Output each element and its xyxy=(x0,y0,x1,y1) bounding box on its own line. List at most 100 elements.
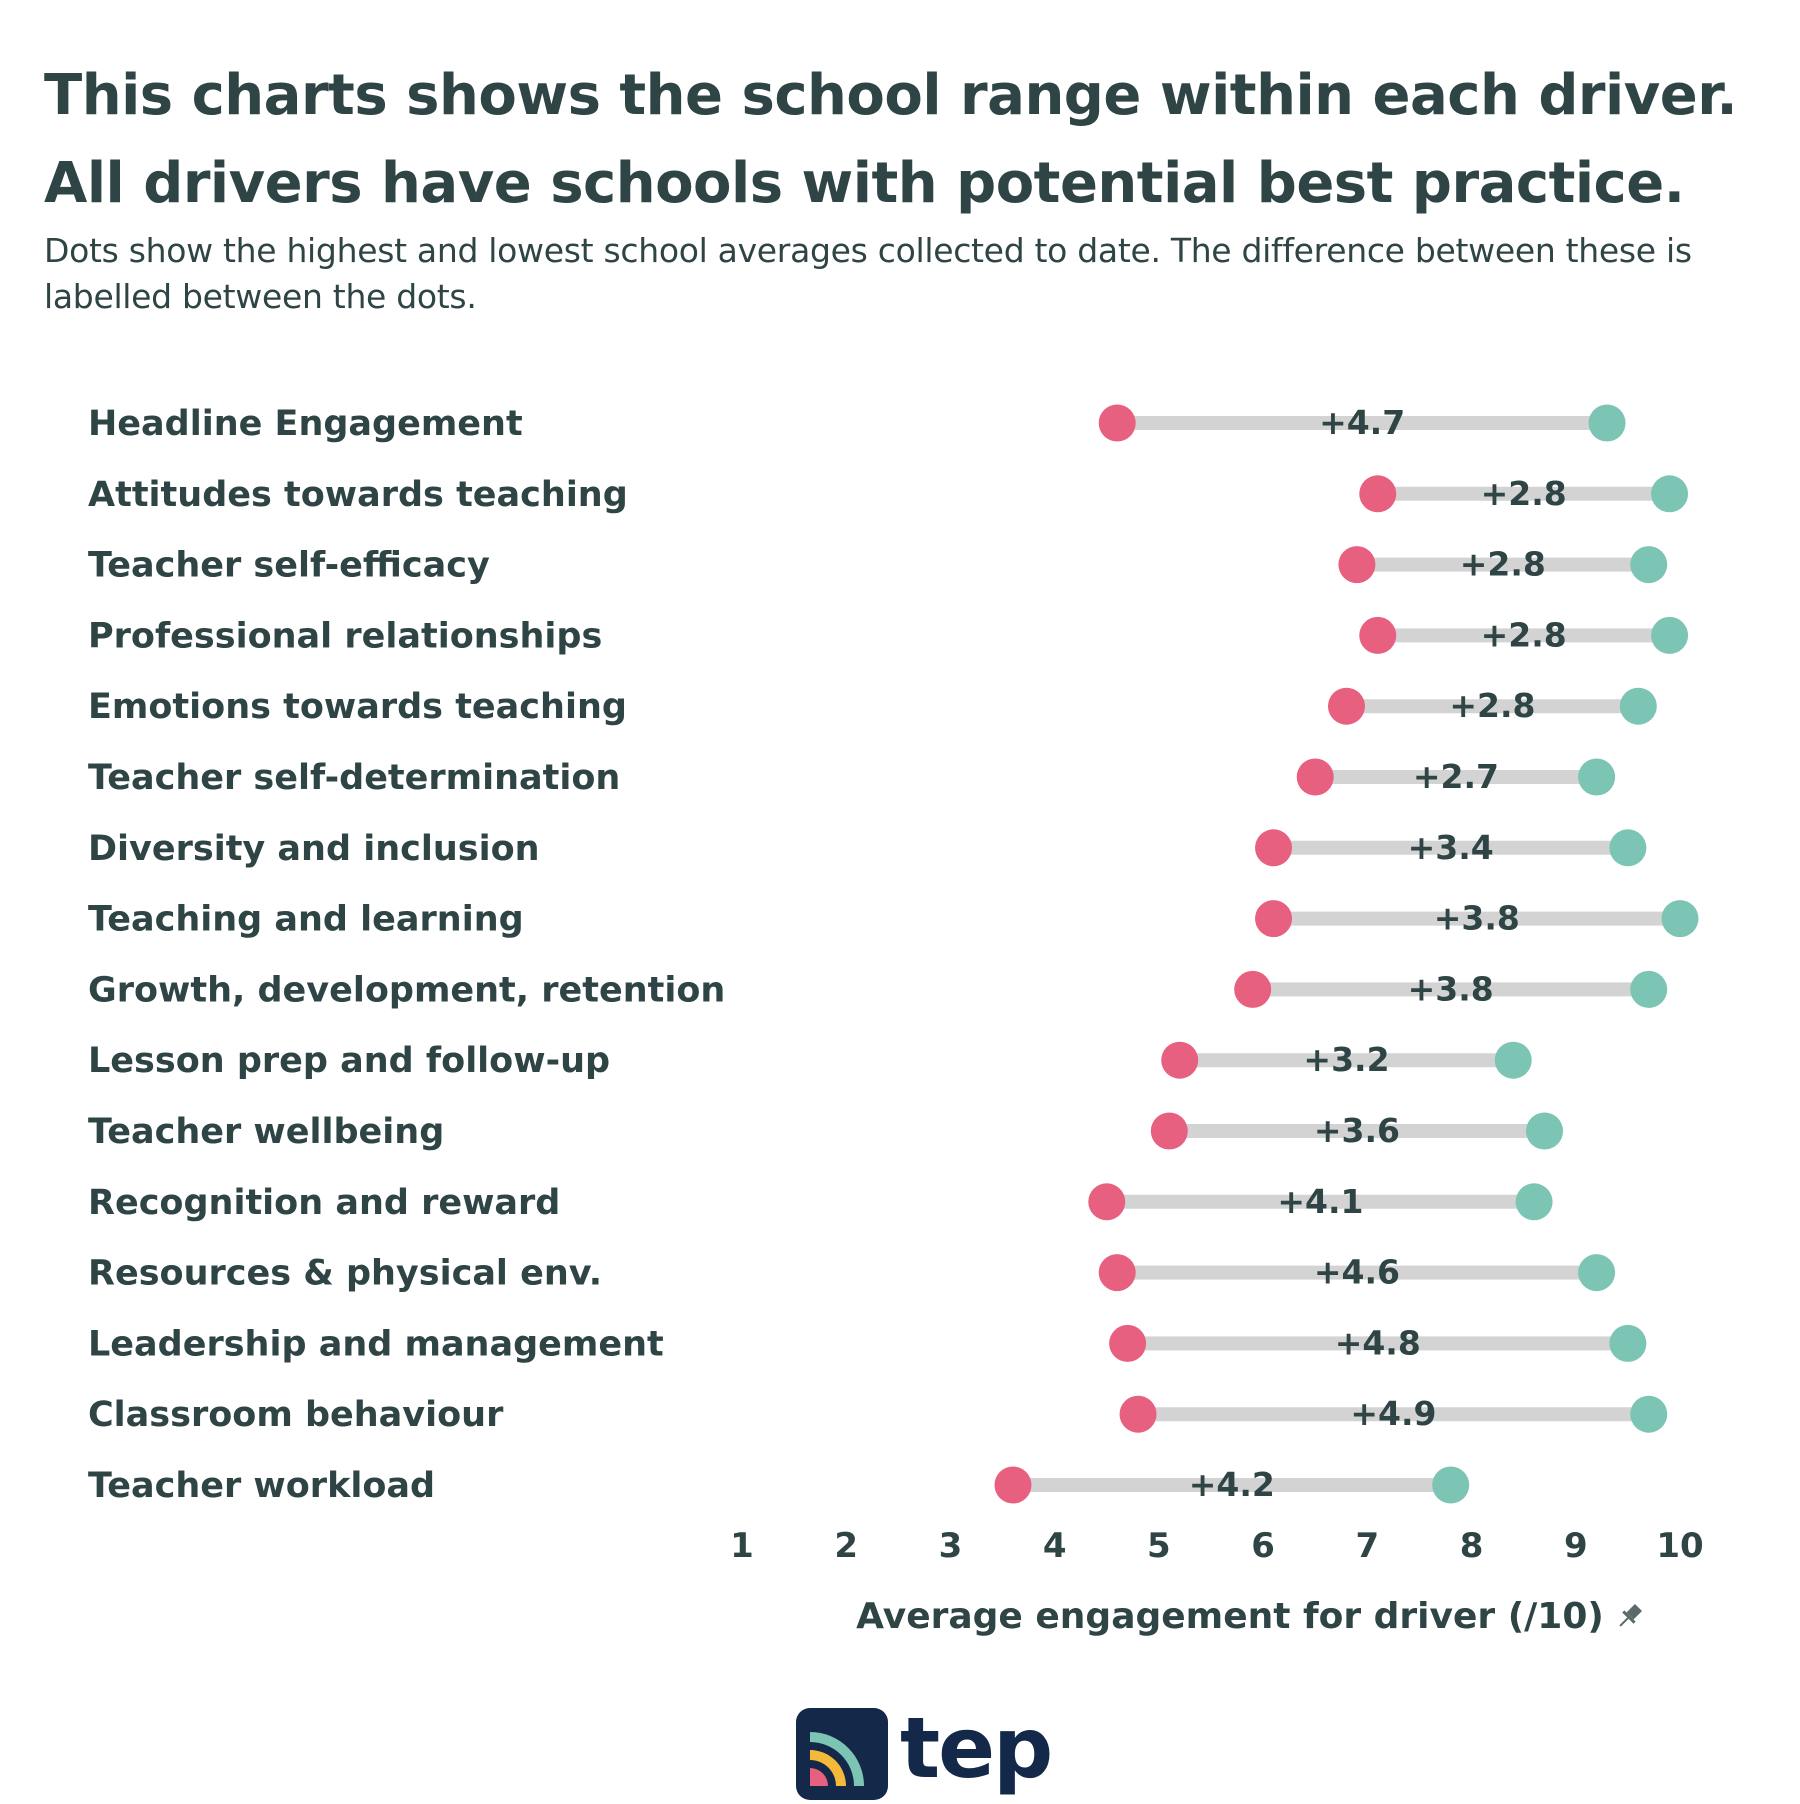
pin-head xyxy=(1626,1603,1643,1620)
lowest-dot[interactable] xyxy=(1359,475,1397,513)
difference-label: +4.8 xyxy=(1335,1323,1421,1362)
dumbbell-chart: Headline Engagement +4.7 Attitudes towards… xyxy=(88,403,1704,1637)
chart-row: Teacher self-determination +2.7 xyxy=(88,757,1616,798)
tep-logo-icon xyxy=(796,1708,888,1800)
difference-label: +3.2 xyxy=(1303,1040,1389,1079)
highest-dot[interactable] xyxy=(1432,1466,1470,1504)
chart-row: Attitudes towards teaching +2.8 xyxy=(88,474,1689,515)
pin-base xyxy=(1622,1610,1636,1624)
category-label: Teacher workload xyxy=(88,1466,435,1506)
category-label: Teacher self-efficacy xyxy=(88,546,490,586)
highest-dot[interactable] xyxy=(1630,1395,1668,1433)
chart-row: Professional relationships +2.8 xyxy=(88,615,1689,656)
chart-row: Headline Engagement +4.7 xyxy=(88,403,1626,444)
chart-row: Teacher wellbeing +3.6 xyxy=(88,1111,1564,1152)
lowest-dot[interactable] xyxy=(1296,758,1334,796)
lowest-dot[interactable] xyxy=(1119,1395,1157,1433)
highest-dot[interactable] xyxy=(1630,546,1668,584)
difference-label: +2.7 xyxy=(1413,757,1499,796)
x-tick-label: 4 xyxy=(1043,1526,1067,1566)
category-label: Headline Engagement xyxy=(88,404,523,444)
pin-icon[interactable] xyxy=(1614,1602,1644,1632)
chart-row: Leadership and management +4.8 xyxy=(88,1323,1647,1364)
lowest-dot[interactable] xyxy=(1098,1254,1136,1292)
difference-label: +4.2 xyxy=(1189,1465,1275,1504)
chart-row: Resources & physical env. +4.6 xyxy=(88,1253,1616,1294)
category-label: Lesson prep and follow-up xyxy=(88,1041,610,1081)
highest-dot[interactable] xyxy=(1651,616,1689,654)
category-label: Classroom behaviour xyxy=(88,1395,504,1435)
lowest-dot[interactable] xyxy=(1150,1112,1188,1150)
category-label: Teacher self-determination xyxy=(88,758,620,798)
difference-label: +3.4 xyxy=(1408,828,1494,867)
difference-label: +4.1 xyxy=(1277,1182,1363,1221)
highest-dot[interactable] xyxy=(1661,900,1699,938)
x-tick-label: 9 xyxy=(1564,1526,1588,1566)
difference-label: +4.7 xyxy=(1319,403,1405,442)
lowest-dot[interactable] xyxy=(1327,687,1365,725)
highest-dot[interactable] xyxy=(1619,687,1657,725)
chart-row: Teacher workload +4.2 xyxy=(88,1465,1470,1506)
difference-label: +4.6 xyxy=(1314,1253,1400,1292)
highest-dot[interactable] xyxy=(1494,1041,1532,1079)
highest-dot[interactable] xyxy=(1609,829,1647,867)
x-tick-label: 8 xyxy=(1460,1526,1484,1566)
x-tick-label: 3 xyxy=(939,1526,963,1566)
lowest-dot[interactable] xyxy=(1234,970,1272,1008)
lowest-dot[interactable] xyxy=(1338,546,1376,584)
category-label: Teacher wellbeing xyxy=(88,1112,444,1152)
lowest-dot[interactable] xyxy=(994,1466,1032,1504)
highest-dot[interactable] xyxy=(1651,475,1689,513)
difference-label: +4.9 xyxy=(1350,1394,1436,1433)
chart-subtitle: Dots show the highest and lowest school … xyxy=(44,231,1692,316)
x-tick-label: 5 xyxy=(1147,1526,1171,1566)
highest-dot[interactable] xyxy=(1515,1183,1553,1221)
chart-row: Classroom behaviour +4.9 xyxy=(88,1394,1668,1435)
tep-logo: tep xyxy=(796,1700,1056,1800)
chart-row: Recognition and reward +4.1 xyxy=(88,1182,1553,1223)
chart-row: Lesson prep and follow-up +3.2 xyxy=(88,1040,1532,1081)
category-label: Diversity and inclusion xyxy=(88,829,540,869)
lowest-dot[interactable] xyxy=(1098,404,1136,442)
highest-dot[interactable] xyxy=(1578,758,1616,796)
chart-row: Diversity and inclusion +3.4 xyxy=(88,828,1647,869)
lowest-dot[interactable] xyxy=(1109,1324,1147,1362)
difference-label: +2.8 xyxy=(1449,686,1535,725)
x-axis: 1 2 3 4 5 6 7 8 9 10 xyxy=(730,1526,1704,1566)
difference-label: +2.8 xyxy=(1481,615,1567,654)
logo-wordmark: tep xyxy=(900,1699,1053,1797)
category-label: Attitudes towards teaching xyxy=(88,475,628,515)
highest-dot[interactable] xyxy=(1578,1254,1616,1292)
lowest-dot[interactable] xyxy=(1255,900,1293,938)
chart-row: Growth, development, retention +3.8 xyxy=(88,969,1668,1010)
lowest-dot[interactable] xyxy=(1161,1041,1199,1079)
difference-label: +3.8 xyxy=(1434,899,1520,938)
difference-label: +2.8 xyxy=(1460,545,1546,584)
chart-row: Teacher self-efficacy +2.8 xyxy=(88,545,1668,586)
highest-dot[interactable] xyxy=(1630,970,1668,1008)
chart-row: Teaching and learning +3.8 xyxy=(88,899,1699,940)
category-label: Resources & physical env. xyxy=(88,1254,602,1294)
chart-row: Emotions towards teaching +2.8 xyxy=(88,686,1657,727)
chart-rows: Headline Engagement +4.7 Attitudes towards… xyxy=(88,403,1699,1506)
category-label: Teaching and learning xyxy=(88,900,524,940)
category-label: Recognition and reward xyxy=(88,1183,560,1223)
lowest-dot[interactable] xyxy=(1088,1183,1126,1221)
chart-title: This charts shows the school range withi… xyxy=(44,63,1738,216)
x-tick-label: 2 xyxy=(834,1526,858,1566)
x-tick-label: 10 xyxy=(1656,1526,1703,1566)
lowest-dot[interactable] xyxy=(1255,829,1293,867)
highest-dot[interactable] xyxy=(1526,1112,1564,1150)
highest-dot[interactable] xyxy=(1588,404,1626,442)
category-label: Professional relationships xyxy=(88,616,602,656)
x-tick-label: 1 xyxy=(730,1526,754,1566)
x-tick-label: 7 xyxy=(1355,1526,1379,1566)
category-label: Emotions towards teaching xyxy=(88,687,627,727)
highest-dot[interactable] xyxy=(1609,1324,1647,1362)
difference-label: +2.8 xyxy=(1481,474,1567,513)
difference-label: +3.8 xyxy=(1408,969,1494,1008)
x-axis-title: Average engagement for driver (/10) xyxy=(856,1596,1604,1637)
pin-needle xyxy=(1619,1617,1629,1627)
category-label: Leadership and management xyxy=(88,1324,664,1364)
lowest-dot[interactable] xyxy=(1359,616,1397,654)
